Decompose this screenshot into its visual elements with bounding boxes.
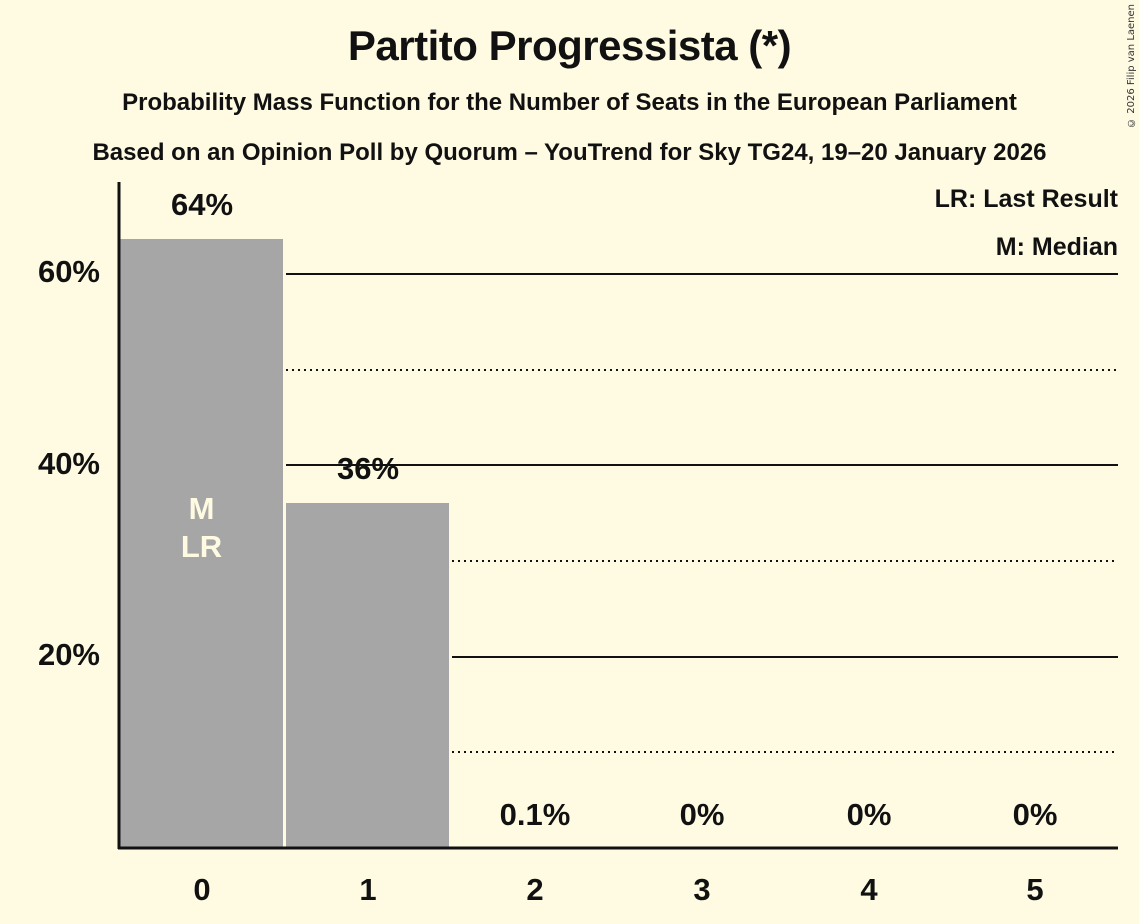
legend-median: M: Median <box>995 233 1118 261</box>
value-label-5: 0% <box>1012 797 1058 832</box>
value-label-1: 36% <box>336 451 400 486</box>
x-tick-3: 3 <box>693 872 711 907</box>
chart-subtitle: Probability Mass Function for the Number… <box>122 89 1017 116</box>
value-label-2: 0.1% <box>499 797 571 832</box>
chart-title: Partito Progressista (*) <box>347 22 792 69</box>
x-tick-2: 2 <box>526 872 544 907</box>
y-tick-40: 40% <box>37 446 100 481</box>
value-label-4: 0% <box>846 797 892 832</box>
value-label-3: 0% <box>679 797 725 832</box>
x-tick-5: 5 <box>1026 872 1044 907</box>
x-tick-1: 1 <box>359 872 377 907</box>
bar-0-seats <box>120 239 283 848</box>
x-tick-4: 4 <box>860 872 878 907</box>
y-tick-20: 20% <box>37 637 100 672</box>
gridlines <box>286 273 1118 753</box>
chart-source: Based on an Opinion Poll by Quorum – You… <box>92 139 1047 166</box>
median-marker: M <box>188 491 215 526</box>
y-tick-60: 60% <box>37 254 100 289</box>
legend-last-result: LR: Last Result <box>934 185 1118 213</box>
x-tick-0: 0 <box>193 872 211 907</box>
value-label-0: 64% <box>170 187 234 222</box>
bar-1-seats <box>286 503 449 848</box>
last-result-marker: LR <box>180 529 223 564</box>
